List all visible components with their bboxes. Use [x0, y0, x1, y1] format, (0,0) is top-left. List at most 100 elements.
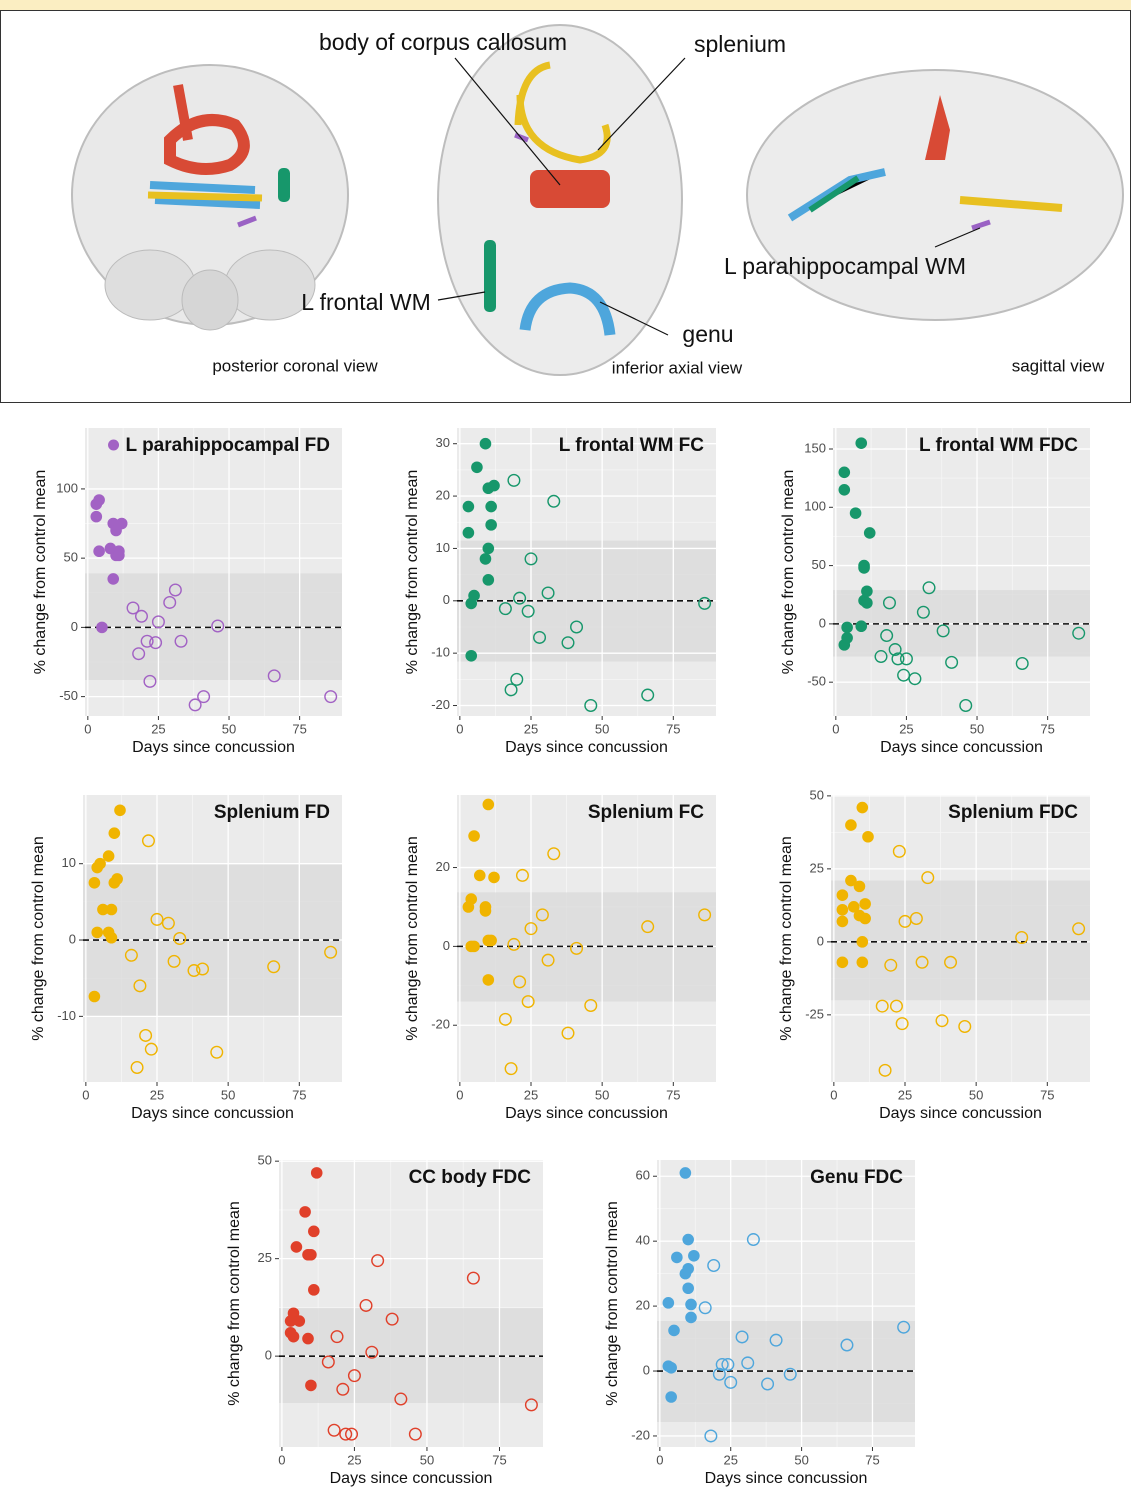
point-filled	[682, 1263, 694, 1275]
x-tick-label: 0	[82, 1087, 89, 1102]
point-filled	[859, 898, 871, 910]
brain-label: genu	[682, 321, 733, 347]
point-filled	[841, 632, 853, 644]
point-filled	[837, 904, 849, 916]
y-tick-label: -50	[807, 674, 826, 689]
x-tick-label: 50	[970, 721, 984, 736]
x-tick-label: 25	[150, 1087, 164, 1102]
plot-background	[833, 428, 1090, 716]
point-filled	[862, 831, 874, 843]
sagittal-brain	[747, 70, 1123, 320]
y-tick-label: 0	[69, 931, 76, 946]
point-filled	[483, 974, 495, 986]
point-filled	[480, 438, 492, 450]
x-tick-label: 25	[898, 1087, 912, 1102]
point-filled	[96, 622, 108, 634]
point-filled	[688, 1250, 700, 1262]
point-filled	[864, 527, 876, 539]
point-filled	[671, 1252, 683, 1264]
y-tick-label: 40	[636, 1233, 650, 1248]
point-filled	[106, 904, 118, 916]
x-axis-label: Days since concussion	[505, 739, 668, 756]
x-tick-label: 0	[456, 1087, 463, 1102]
point-filled	[859, 913, 871, 925]
x-tick-label: 25	[723, 1452, 737, 1467]
x-tick-label: 75	[292, 1087, 306, 1102]
x-tick-label: 50	[420, 1452, 434, 1467]
point-filled	[485, 935, 497, 947]
point-filled	[850, 507, 862, 519]
point-filled	[89, 877, 101, 889]
x-tick-label: 0	[84, 721, 91, 736]
axial-brain	[438, 25, 682, 375]
brain-label: body of corpus callosum	[319, 29, 567, 55]
x-tick-label: 50	[794, 1452, 808, 1467]
point-filled	[106, 932, 118, 944]
chart-title: Splenium FD	[214, 802, 330, 823]
x-tick-label: 75	[1040, 721, 1054, 736]
y-tick-label: 50	[258, 1153, 272, 1168]
point-filled	[680, 1167, 692, 1179]
x-axis-label: Days since concussion	[879, 1105, 1042, 1122]
point-filled	[861, 597, 873, 609]
y-tick-label: -50	[59, 688, 78, 703]
chart-title: L frontal WM FC	[559, 435, 705, 456]
point-filled	[488, 480, 500, 492]
y-tick-label: 25	[810, 860, 824, 875]
y-tick-label: 0	[443, 592, 450, 607]
point-filled	[857, 956, 869, 968]
point-filled	[685, 1312, 697, 1324]
x-axis-label: Days since concussion	[330, 1470, 493, 1487]
x-tick-label: 50	[595, 721, 609, 736]
chart-title: Splenium FDC	[948, 802, 1078, 823]
point-filled	[93, 494, 105, 506]
y-tick-label: 0	[643, 1362, 650, 1377]
x-tick-label: 25	[524, 721, 538, 736]
point-filled	[855, 437, 867, 449]
point-filled	[468, 830, 480, 842]
point-filled	[90, 511, 102, 523]
plot-background	[279, 1160, 543, 1447]
y-tick-label: 100	[56, 480, 78, 495]
point-filled	[837, 916, 849, 928]
y-tick-label: 20	[436, 859, 450, 874]
point-filled	[308, 1226, 320, 1238]
y-tick-label: 0	[265, 1348, 272, 1363]
y-tick-label: 100	[804, 499, 826, 514]
point-filled	[665, 1362, 677, 1374]
point-filled	[107, 573, 119, 585]
point-filled	[109, 827, 121, 839]
point-filled	[91, 927, 103, 939]
point-filled	[116, 518, 128, 530]
point-filled	[483, 799, 495, 811]
plot: 0255075-50050100150L frontal WM FDCDays …	[780, 428, 1090, 756]
point-filled	[89, 991, 101, 1003]
x-tick-label: 75	[492, 1452, 506, 1467]
brain-label: L frontal WM	[301, 289, 431, 315]
y-tick-label: 10	[436, 540, 450, 555]
point-filled	[663, 1297, 675, 1309]
y-tick-label: 50	[810, 787, 824, 802]
y-tick-label: 0	[819, 615, 826, 630]
point-filled	[682, 1234, 694, 1246]
top-strip	[0, 0, 1131, 10]
y-tick-label: 25	[258, 1250, 272, 1265]
point-filled	[854, 881, 866, 893]
x-tick-label: 25	[151, 721, 165, 736]
x-tick-label: 25	[899, 721, 913, 736]
point-filled	[465, 650, 477, 662]
point-filled	[463, 501, 475, 513]
x-tick-label: 0	[278, 1452, 285, 1467]
chart-title: L frontal WM FDC	[919, 435, 1078, 456]
y-tick-label: 20	[636, 1298, 650, 1313]
x-tick-label: 25	[524, 1087, 538, 1102]
x-tick-label: 0	[832, 721, 839, 736]
y-tick-label: -25	[805, 1006, 824, 1021]
x-tick-label: 0	[656, 1452, 663, 1467]
y-tick-label: -20	[431, 697, 450, 712]
control-band	[85, 573, 342, 680]
point-filled	[480, 905, 492, 917]
